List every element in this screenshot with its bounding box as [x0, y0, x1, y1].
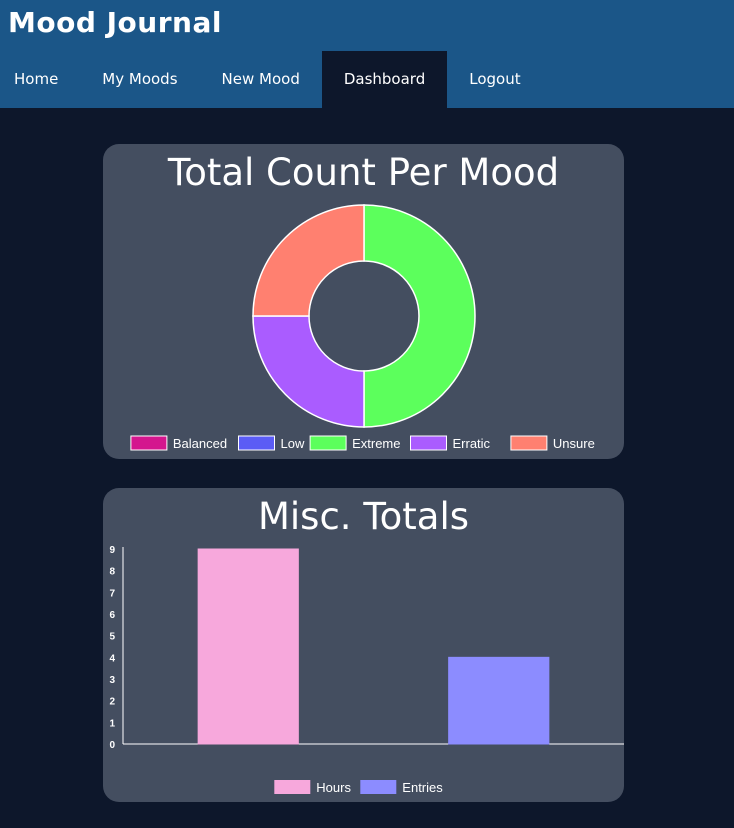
y-tick-label: 2: [109, 697, 115, 708]
misc-totals-card: Misc. Totals 0 1 2 3 4 5 6 7 8 9 Hours Entries: [103, 488, 624, 802]
nav-my-moods[interactable]: My Moods: [102, 70, 178, 88]
main-nav: Home My Moods New Mood Dashboard Logout: [0, 51, 543, 108]
y-tick-label: 7: [109, 588, 115, 599]
legend-swatch: [274, 780, 311, 794]
donut-slice-unsure: [252, 204, 365, 317]
bar-hours: [197, 548, 299, 745]
legend-swatch: [130, 435, 168, 451]
y-tick-label: 6: [109, 610, 115, 621]
legend-item-low[interactable]: Low: [238, 435, 305, 451]
legend-swatch: [410, 435, 447, 451]
y-tick-label: 3: [109, 675, 115, 686]
legend-item-unsure[interactable]: Unsure: [510, 435, 595, 451]
y-tick-label: 4: [109, 653, 115, 664]
legend-item-entries[interactable]: Entries: [360, 780, 443, 795]
legend-label: Extreme: [352, 436, 400, 451]
legend-item-erratic[interactable]: Erratic: [410, 435, 491, 451]
legend-label: Balanced: [173, 436, 227, 451]
mood-donut-chart: Balanced Low Extreme Erratic Unsure: [130, 204, 595, 451]
legend-label: Low: [281, 436, 305, 451]
mood-count-card: Total Count Per Mood Balanced Low Extreme E…: [103, 144, 624, 459]
legend-label: Hours: [316, 780, 351, 795]
legend-item-hours[interactable]: Hours: [274, 780, 351, 795]
misc-chart-title: Misc. Totals: [257, 495, 470, 538]
y-tick-label: 0: [109, 740, 115, 751]
misc-bar-chart: 0 1 2 3 4 5 6 7 8 9 Hours Entries: [109, 545, 624, 795]
legend-label: Erratic: [453, 436, 491, 451]
nav-logout[interactable]: Logout: [469, 70, 521, 88]
nav-new-mood[interactable]: New Mood: [221, 70, 300, 88]
legend-swatch: [510, 435, 548, 451]
legend-label: Entries: [402, 780, 443, 795]
nav-dashboard[interactable]: Dashboard: [321, 51, 448, 108]
mood-chart-title: Total Count Per Mood: [167, 151, 560, 194]
app-title: Mood Journal: [8, 6, 222, 39]
legend-item-extreme[interactable]: Extreme: [309, 435, 401, 451]
donut-slice-erratic: [252, 315, 365, 428]
y-tick-label: 9: [109, 545, 115, 556]
app-header: Mood Journal Home My Moods New Mood Dash…: [0, 0, 734, 108]
legend-swatch: [309, 435, 347, 451]
y-tick-label: 1: [109, 718, 115, 729]
legend-swatch: [238, 435, 275, 451]
y-tick-label: 8: [109, 567, 115, 578]
legend-swatch: [360, 780, 397, 794]
legend-item-balanced[interactable]: Balanced: [130, 435, 227, 451]
legend-label: Unsure: [553, 436, 595, 451]
bar-entries: [448, 656, 550, 745]
y-tick-label: 5: [109, 632, 115, 643]
donut-slice-extreme: [363, 204, 476, 428]
nav-home[interactable]: Home: [14, 70, 59, 88]
